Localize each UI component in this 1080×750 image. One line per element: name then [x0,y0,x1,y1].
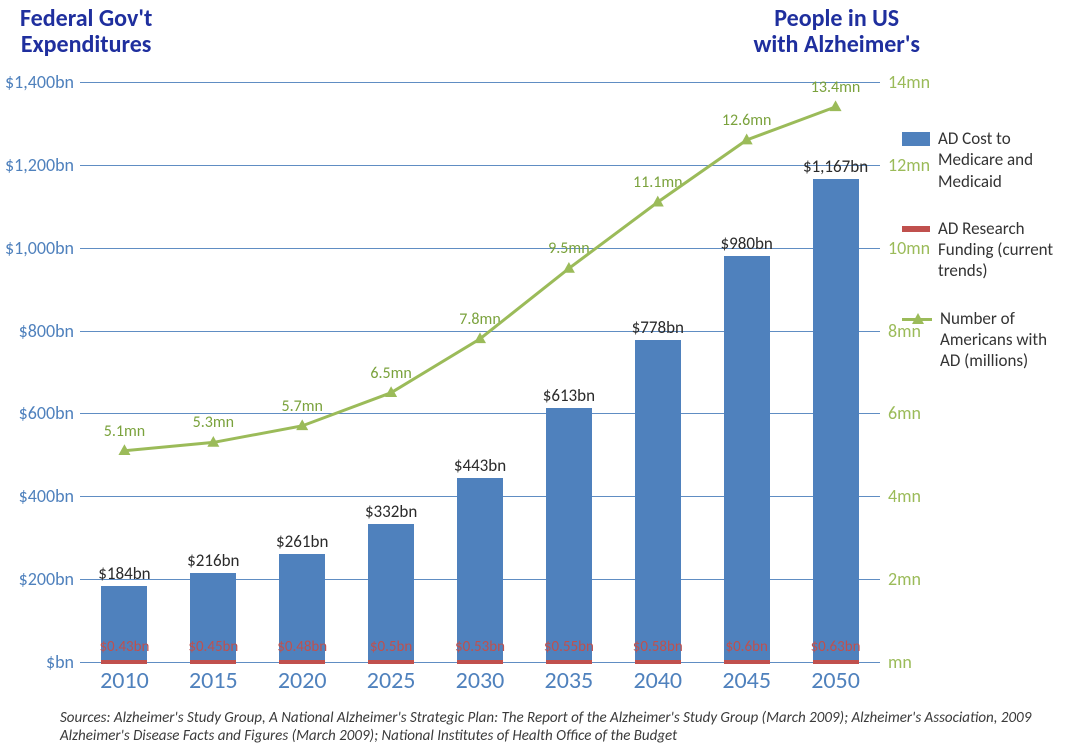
xtick: 2015 [189,662,238,695]
ytick-right: 2mn [880,568,921,590]
legend: AD Cost to Medicare and Medicaid AD Rese… [902,128,1070,397]
xtick: 2050 [811,662,860,695]
ytick-right: mn [880,651,912,673]
xtick: 2010 [100,662,149,695]
people-line [124,107,835,451]
ytick-left: $800bn [19,320,80,342]
xtick: 2040 [633,662,682,695]
legend-item-research: AD Research Funding (current trends) [902,218,1070,282]
plot-area: $bnmn$200bn2mn$400bn4mn$600bn6mn$800bn8m… [80,82,880,662]
xtick: 2025 [367,662,416,695]
xtick: 2030 [456,662,505,695]
ytick-left: $600bn [19,402,80,424]
legend-research-label: AD Research Funding (current trends) [938,218,1070,282]
ytick-left: $1,000bn [5,237,80,259]
ytick-left: $bn [46,651,80,673]
legend-item-people: Number of Americans with AD (millions) [902,308,1070,372]
ytick-right: 14mn [880,71,930,93]
people-swatch [902,312,932,326]
ytick-left: $400bn [19,485,80,507]
left-axis-title: Federal Gov't Expenditures [20,6,152,59]
ytick-left: $200bn [19,568,80,590]
ytick-left: $1,200bn [5,154,80,176]
legend-cost-label: AD Cost to Medicare and Medicaid [938,128,1070,192]
xtick: 2045 [722,662,771,695]
legend-people-label: Number of Americans with AD (millions) [940,308,1070,372]
ytick-right: 6mn [880,402,921,424]
ytick-right: 4mn [880,485,921,507]
cost-swatch [902,132,930,146]
legend-item-cost: AD Cost to Medicare and Medicaid [902,128,1070,192]
people-marker [830,100,842,111]
xtick: 2035 [545,662,594,695]
chart-container: Federal Gov't Expenditures People in US … [0,0,1080,750]
line-series-layer [80,82,880,662]
ytick-left: $1,400bn [5,71,80,93]
research-swatch [902,226,930,232]
people-marker [652,196,664,207]
sources-footnote: Sources: Alzheimer's Study Group, A Nati… [60,709,1060,747]
xtick: 2020 [278,662,327,695]
right-axis-title: People in US with Alzheimer's [753,6,920,59]
